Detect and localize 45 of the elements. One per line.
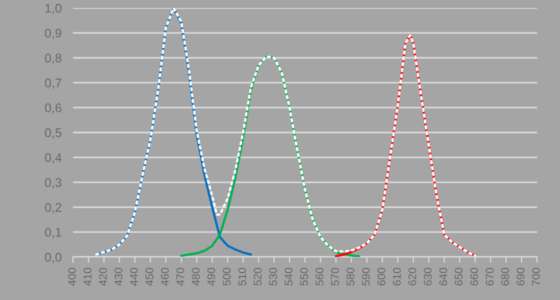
x-tick-label: 500 [222, 268, 231, 286]
line-series [334, 34, 476, 257]
x-tick-label: 580 [346, 268, 354, 286]
x-tick-label: 570 [331, 268, 339, 286]
y-tick-label: 0,7 [45, 78, 62, 89]
x-tick-label: 630 [424, 268, 432, 286]
x-tick-label: 460 [160, 268, 169, 286]
x-tick-label: 440 [130, 268, 138, 286]
y-tick-label: 0,6 [45, 103, 62, 114]
y-tick-label: 0,2 [45, 203, 62, 214]
x-tick-label: 400 [68, 268, 76, 286]
y-tick-label: 0,9 [45, 28, 62, 40]
x-tick-label: 510 [238, 268, 246, 286]
x-tick-label: 680 [501, 268, 510, 286]
x-tick-label: 490 [207, 268, 216, 286]
x-tick-label: 590 [362, 268, 370, 286]
x-tick-label: 610 [392, 268, 401, 286]
x-tick-label: 520 [254, 268, 262, 286]
line-series [180, 55, 360, 257]
x-tick-label: 690 [516, 268, 525, 286]
x-tick-label: 550 [300, 268, 308, 286]
x-tick-label: 670 [486, 268, 494, 286]
line-series [95, 8, 476, 257]
x-tick-label: 420 [99, 268, 107, 286]
y-tick-label: 0,1 [45, 228, 62, 238]
y-tick-label: 0,0 [45, 252, 62, 264]
y-tick-label: 1,0 [45, 4, 62, 14]
x-tick-label: 660 [470, 268, 478, 286]
x-tick-label: 410 [84, 268, 92, 286]
x-tick-label: 600 [377, 268, 386, 286]
y-tick-label: 0,8 [45, 54, 62, 64]
y-tick-label: 0,5 [45, 128, 62, 139]
x-tick-label: 430 [114, 268, 122, 286]
x-tick-label: 640 [439, 268, 448, 286]
x-tick-label: 480 [192, 268, 200, 286]
y-tick-label: 0,3 [45, 178, 62, 188]
x-tick-label: 530 [269, 268, 278, 286]
y-tick-label: 0,4 [45, 153, 62, 164]
x-tick-label: 650 [454, 268, 463, 286]
x-tick-label: 450 [145, 268, 154, 286]
x-tick-label: 470 [176, 268, 184, 286]
x-tick-label: 700 [532, 268, 540, 286]
x-tick-label: 540 [284, 268, 293, 286]
x-tick-label: 620 [408, 268, 416, 286]
x-tick-label: 560 [316, 268, 324, 286]
